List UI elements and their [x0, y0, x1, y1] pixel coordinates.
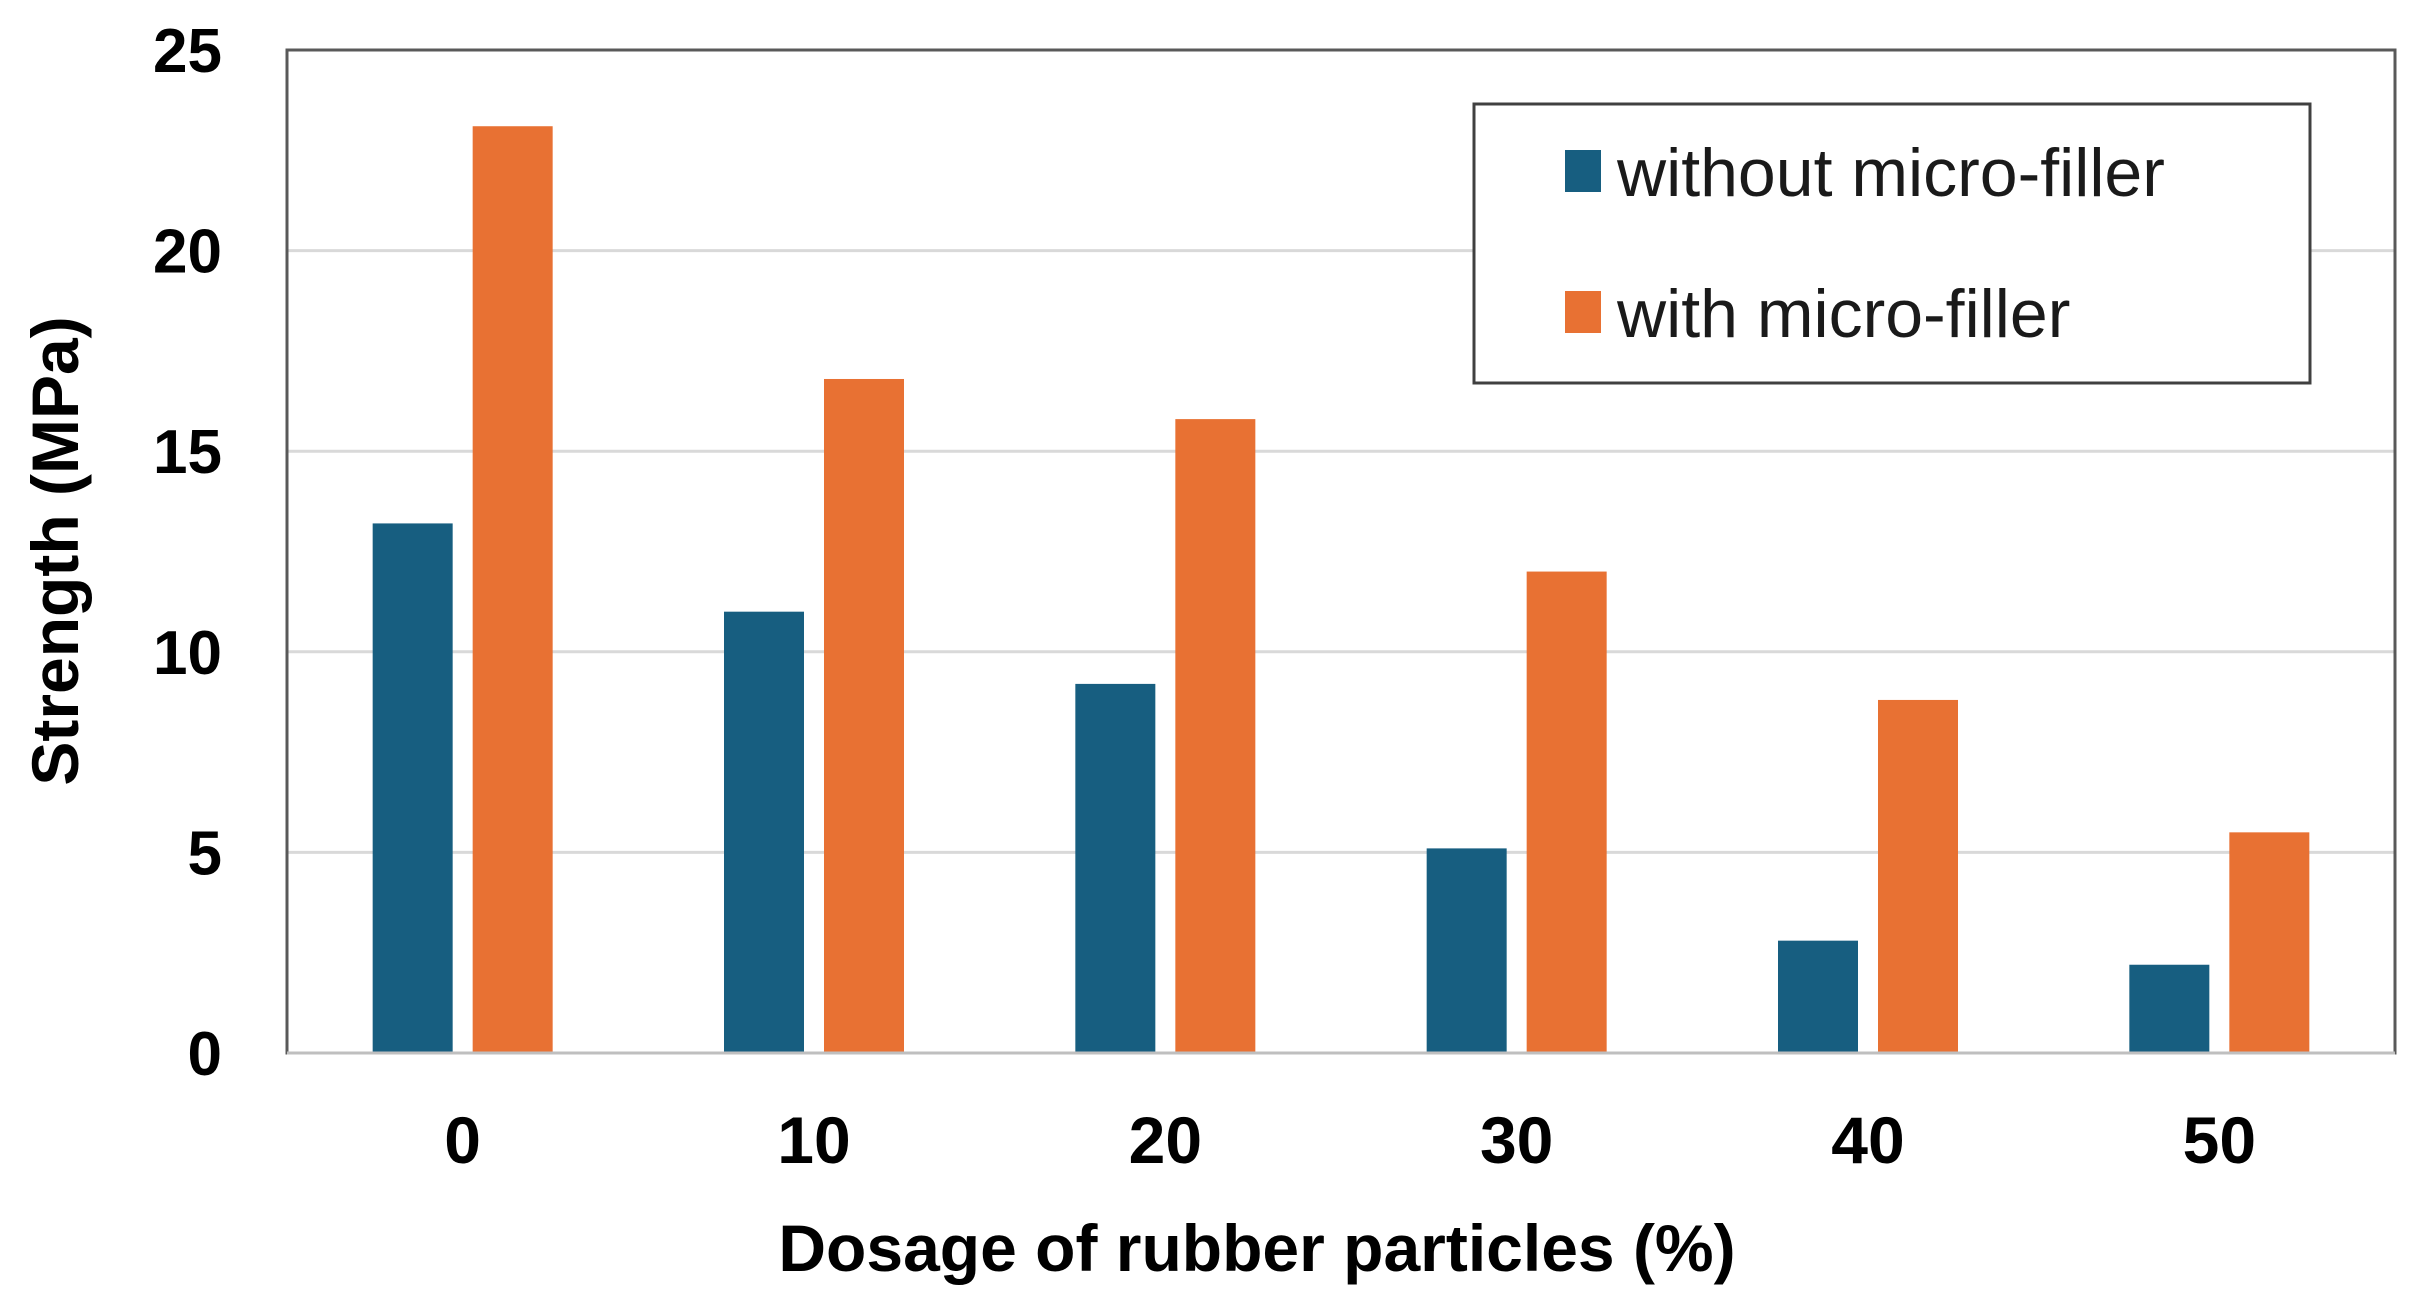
x-tick-label: 30 [1480, 1103, 1553, 1177]
bar-without-micro-filler-0 [372, 523, 453, 1053]
bar-with-micro-filler-10 [824, 378, 904, 1053]
gridlines [287, 249, 2395, 854]
x-tick-label: 10 [777, 1103, 850, 1177]
y-tick-labels: 0 5 10 15 20 25 [153, 17, 222, 1089]
legend-label-without-micro-filler: without micro-filler [1616, 135, 2165, 211]
bars [372, 126, 2310, 1053]
bar-without-micro-filler-40 [1778, 940, 1858, 1053]
y-tick-label: 5 [188, 819, 222, 888]
y-tick-label: 25 [153, 17, 222, 86]
bar-without-micro-filler-30 [1426, 848, 1507, 1053]
bar-without-micro-filler-50 [2129, 964, 2210, 1053]
bar-with-micro-filler-30 [1526, 571, 1607, 1053]
legend: without micro-filler with micro-filler [1472, 102, 2312, 385]
x-tick-label: 20 [1129, 1103, 1202, 1177]
bar-with-micro-filler-50 [2229, 832, 2310, 1053]
bar-without-micro-filler-10 [724, 611, 804, 1053]
x-tick-label: 50 [2183, 1103, 2256, 1177]
bar-without-micro-filler-20 [1075, 683, 1156, 1053]
bar-with-micro-filler-0 [472, 126, 553, 1053]
bar-with-micro-filler-40 [1878, 699, 1958, 1053]
legend-label-with-micro-filler: with micro-filler [1616, 276, 2070, 352]
y-tick-label: 10 [153, 619, 222, 688]
x-tick-labels: 0 10 20 30 40 50 [444, 1103, 2256, 1177]
legend-swatch-with-micro-filler [1565, 291, 1601, 333]
y-tick-label: 20 [153, 218, 222, 287]
legend-box [1472, 102, 2312, 385]
x-axis-title: Dosage of rubber particles (%) [778, 1211, 1735, 1285]
y-tick-label: 15 [153, 418, 222, 487]
y-axis-title: Strength (MPa) [18, 316, 92, 785]
legend-swatch-without-micro-filler [1565, 150, 1601, 192]
bar-with-micro-filler-20 [1175, 419, 1256, 1053]
x-tick-label: 40 [1831, 1103, 1904, 1177]
y-tick-label: 0 [188, 1020, 222, 1089]
x-tick-label: 0 [444, 1103, 481, 1177]
